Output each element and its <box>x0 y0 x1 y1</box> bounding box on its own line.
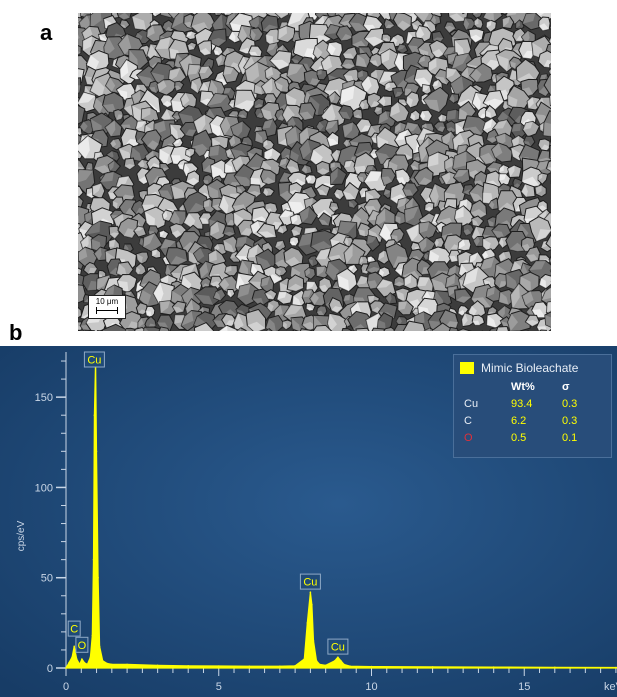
sem-grain-texture <box>78 13 551 331</box>
scale-bar: 10 μm <box>88 295 126 319</box>
spectrum-point <box>311 604 313 606</box>
spectrum-point <box>279 665 281 667</box>
peak-label-box <box>327 638 349 655</box>
spectrum-point <box>156 664 159 667</box>
spectrum-point <box>343 663 345 666</box>
spectrum-point <box>340 660 342 662</box>
spectrum-point <box>615 666 617 669</box>
legend-swatch <box>460 362 474 374</box>
legend: Mimic Bioleachate Wt% σ Cu 93.4 0.3 C 6.… <box>453 354 612 458</box>
legend-wt-cu: 93.4 <box>511 398 533 410</box>
spectrum-point <box>306 622 309 624</box>
legend-element-cu: Cu <box>464 398 479 410</box>
spectrum-point <box>89 656 92 658</box>
spectrum-point <box>95 450 98 453</box>
legend-header-wt: Wt% <box>511 381 535 393</box>
legend-title: Mimic Bioleachate <box>481 361 579 375</box>
spectrum-point <box>334 660 336 662</box>
spectrum-point <box>318 663 321 666</box>
spectrum-point <box>97 576 99 579</box>
x-tick-label: 15 <box>518 681 530 693</box>
spectrum-point <box>75 658 78 660</box>
legend-element-c: C <box>464 415 472 427</box>
panel-a-label: a <box>40 20 53 45</box>
y-tick-label: 0 <box>47 663 53 675</box>
legend-sigma-c: 0.3 <box>562 415 578 427</box>
peak-label-box <box>75 636 89 653</box>
peak-label-box <box>83 351 105 368</box>
scale-bar-line <box>96 307 118 314</box>
legend-element-o: O <box>464 432 473 444</box>
legend-sigma-o: 0.1 <box>562 432 578 444</box>
spectrum-point <box>78 663 81 666</box>
spectrum-point <box>83 661 86 664</box>
spectrum-point <box>431 666 434 668</box>
peak-label: Cu <box>303 577 317 589</box>
legend-wt-o: 0.5 <box>511 432 527 444</box>
y-axis-label: cps/eV <box>16 520 27 551</box>
y-tick-label: 150 <box>35 392 53 404</box>
spectrum-point <box>294 665 296 667</box>
scale-bar-label: 10 μm <box>95 297 119 306</box>
spectrum-point <box>65 667 67 669</box>
y-tick-label: 50 <box>41 573 53 585</box>
panel-b-label: b <box>9 320 23 345</box>
legend-sigma-cu: 0.3 <box>562 398 578 410</box>
spectrum-point <box>248 665 251 667</box>
spectrum-point <box>81 658 83 660</box>
spectrum-point <box>92 558 95 561</box>
spectrum-point <box>93 414 96 416</box>
spectrum-point <box>492 666 495 668</box>
x-tick-label: 10 <box>365 681 377 693</box>
spectrum-point <box>303 658 306 660</box>
spectrum-point <box>106 662 108 665</box>
legend-header-sigma: σ <box>562 381 570 393</box>
peak-label-box <box>299 573 321 590</box>
spectrum-point <box>101 660 104 662</box>
spectrum-point <box>218 665 220 667</box>
spectrum-point <box>554 666 556 669</box>
spectrum-point <box>370 665 373 668</box>
sem-micrograph: 10 μm <box>78 13 551 331</box>
peak-label-box <box>67 620 81 637</box>
spectrum-point <box>98 645 101 648</box>
spectrum-point <box>349 665 351 667</box>
x-tick-label: 5 <box>216 681 222 693</box>
peak-label: O <box>78 640 87 652</box>
spectrum-point <box>309 591 312 593</box>
x-tick-label: 0 <box>63 681 69 693</box>
spectrum-point <box>312 640 315 642</box>
spectrum-point <box>324 664 327 667</box>
spectrum-point <box>86 663 89 666</box>
spectrum-point <box>111 663 113 666</box>
spectrum-point <box>71 656 73 658</box>
spectrum-point <box>315 660 318 662</box>
peak-label: Cu <box>87 355 101 367</box>
spectrum-point <box>91 634 94 637</box>
spectrum-point <box>126 663 128 666</box>
spectrum-point <box>337 656 339 658</box>
peak-label: Cu <box>331 642 345 654</box>
spectrum-point <box>187 665 189 667</box>
x-axis-label: keV <box>604 681 617 693</box>
peak-label: C <box>70 624 78 636</box>
y-tick-label: 100 <box>35 482 53 494</box>
spectrum-point <box>68 661 70 664</box>
spectrum-point <box>73 645 75 648</box>
legend-wt-c: 6.2 <box>511 415 527 427</box>
